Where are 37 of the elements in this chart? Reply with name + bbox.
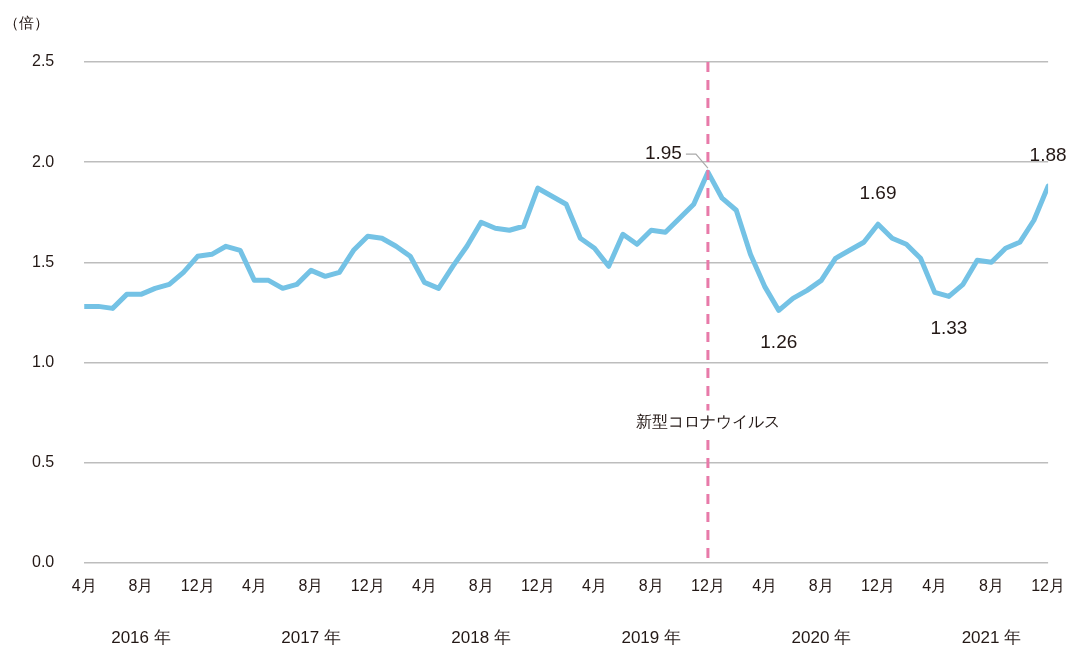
data-label: 1.26 bbox=[760, 330, 798, 352]
x-tick-label: 8月 bbox=[808, 576, 834, 594]
x-tick-label: 4月 bbox=[752, 576, 778, 594]
x-tick-label: 12月 bbox=[1031, 576, 1065, 594]
data-label: 1.95 bbox=[644, 142, 682, 164]
data-label: 1.88 bbox=[1029, 144, 1067, 166]
text: 2021 年 bbox=[961, 628, 1022, 648]
ref-line-label: 新型コロナウイルス bbox=[635, 412, 780, 430]
x-tick-label: 12月 bbox=[520, 576, 555, 594]
x-tick-label: 4月 bbox=[411, 576, 437, 594]
x-tick-label: 8月 bbox=[468, 576, 494, 594]
y-tick-label: 1.0 bbox=[31, 352, 55, 370]
x-tick-label: 12月 bbox=[180, 576, 215, 594]
y-tick-label: 0.0 bbox=[31, 553, 55, 571]
x-tick-label: 4月 bbox=[241, 576, 267, 594]
x-tick-label: 12月 bbox=[861, 576, 895, 594]
y-tick-label: 1.5 bbox=[31, 252, 55, 270]
text: 2020 年 bbox=[791, 628, 852, 648]
y-tick-label: 2.0 bbox=[31, 152, 55, 170]
x-tick-label: 12月 bbox=[350, 576, 385, 594]
text: 2019 年 bbox=[621, 628, 681, 648]
y-axis-title: （倍） bbox=[4, 14, 49, 32]
x-tick-label: 4月 bbox=[922, 576, 948, 594]
data-label: 1.69 bbox=[859, 182, 897, 204]
text: 2017 年 bbox=[281, 628, 341, 648]
x-tick-label: 4月 bbox=[582, 576, 607, 594]
data-label: 1.33 bbox=[930, 316, 968, 338]
x-tick-label: 4月 bbox=[71, 576, 97, 594]
x-tick-label: 8月 bbox=[638, 576, 664, 594]
x-tick-label: 12月 bbox=[691, 576, 725, 594]
text: 2016 年 bbox=[111, 628, 171, 648]
x-tick-label: 8月 bbox=[128, 576, 154, 594]
y-tick-label: 0.5 bbox=[31, 453, 55, 471]
x-tick-label: 8月 bbox=[298, 576, 324, 594]
text: 2018 年 bbox=[451, 628, 511, 648]
y-tick-label: 2.5 bbox=[31, 52, 55, 70]
x-tick-label: 8月 bbox=[978, 576, 1004, 594]
